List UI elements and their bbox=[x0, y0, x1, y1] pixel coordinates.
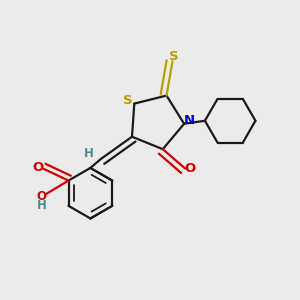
Text: O: O bbox=[32, 161, 44, 174]
Text: S: S bbox=[169, 50, 179, 63]
Text: S: S bbox=[123, 94, 133, 106]
Text: H: H bbox=[84, 147, 94, 160]
Text: O: O bbox=[37, 190, 47, 203]
Text: H: H bbox=[37, 199, 47, 212]
Text: O: O bbox=[185, 162, 196, 175]
Text: N: N bbox=[184, 114, 195, 127]
